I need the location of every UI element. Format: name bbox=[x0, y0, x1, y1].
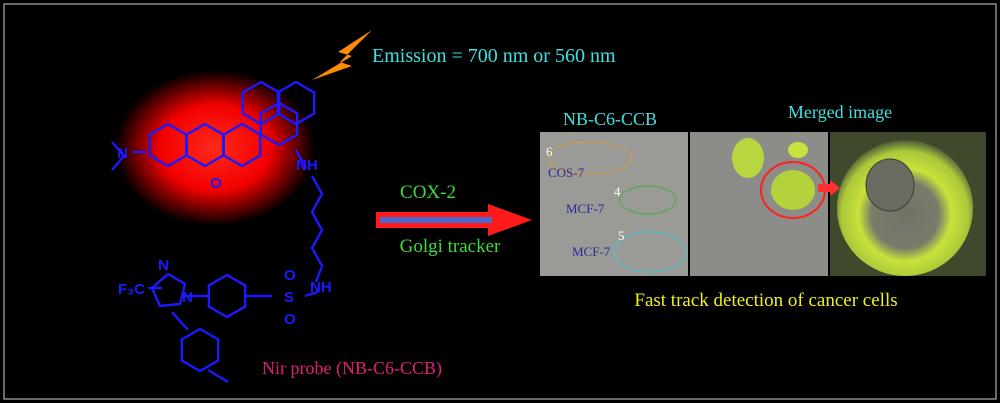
zoom-arrow bbox=[818, 180, 840, 196]
cell-outline bbox=[619, 185, 677, 215]
cell bbox=[788, 142, 808, 158]
arrow-bottom-label: Golgi tracker bbox=[400, 236, 501, 257]
bond bbox=[171, 311, 189, 331]
atom-label: NH bbox=[296, 157, 318, 174]
ring bbox=[207, 273, 247, 319]
frame bbox=[3, 3, 997, 400]
cell-number: 5 bbox=[618, 228, 625, 243]
molecule bbox=[111, 80, 324, 384]
cell-outline bbox=[613, 231, 687, 273]
ring bbox=[259, 101, 299, 147]
bond bbox=[304, 290, 319, 298]
cell-label: COS-7 bbox=[548, 165, 585, 180]
lightning-bolt bbox=[312, 30, 372, 80]
atom-label: N bbox=[117, 145, 128, 162]
atom-label: O bbox=[284, 311, 296, 328]
atom-label: S bbox=[284, 289, 294, 306]
emission-glow bbox=[115, 70, 315, 226]
cell bbox=[732, 138, 764, 178]
pyrazole-ring bbox=[150, 272, 187, 308]
nucleus bbox=[865, 158, 915, 212]
atom-label: F₃C bbox=[118, 281, 145, 298]
cell-label: MCF-7 bbox=[566, 201, 605, 216]
alkyl-chain bbox=[310, 175, 324, 283]
probe-caption: Nir probe (NB-C6-CCB) bbox=[262, 358, 442, 379]
atom-label: O bbox=[210, 175, 222, 192]
bond bbox=[294, 149, 308, 169]
methyl-bonds bbox=[111, 141, 126, 171]
cell-label: MCF-7 bbox=[572, 244, 611, 259]
cell-number: 6 bbox=[546, 144, 553, 159]
cell bbox=[771, 170, 815, 210]
arrow-top-label: COX-2 bbox=[400, 182, 456, 203]
panel-title: NB-C6-CCB bbox=[563, 109, 657, 129]
cell-number: 4 bbox=[614, 184, 621, 199]
ring bbox=[180, 327, 220, 373]
panel-caption: Fast track detection of cancer cells bbox=[634, 290, 897, 311]
cell-outline bbox=[547, 141, 633, 175]
atom-label: NH bbox=[310, 279, 332, 296]
emission-text: Emission = 700 nm or 560 nm bbox=[372, 45, 616, 67]
arrow-core bbox=[380, 217, 492, 223]
cell-zoom bbox=[837, 140, 973, 276]
ring bbox=[276, 80, 316, 126]
atom-label: N bbox=[158, 257, 169, 274]
methyl bbox=[207, 368, 229, 384]
panel-title: Merged image bbox=[788, 102, 892, 122]
atom-label: O bbox=[284, 267, 296, 284]
atom-label: N bbox=[182, 289, 193, 306]
